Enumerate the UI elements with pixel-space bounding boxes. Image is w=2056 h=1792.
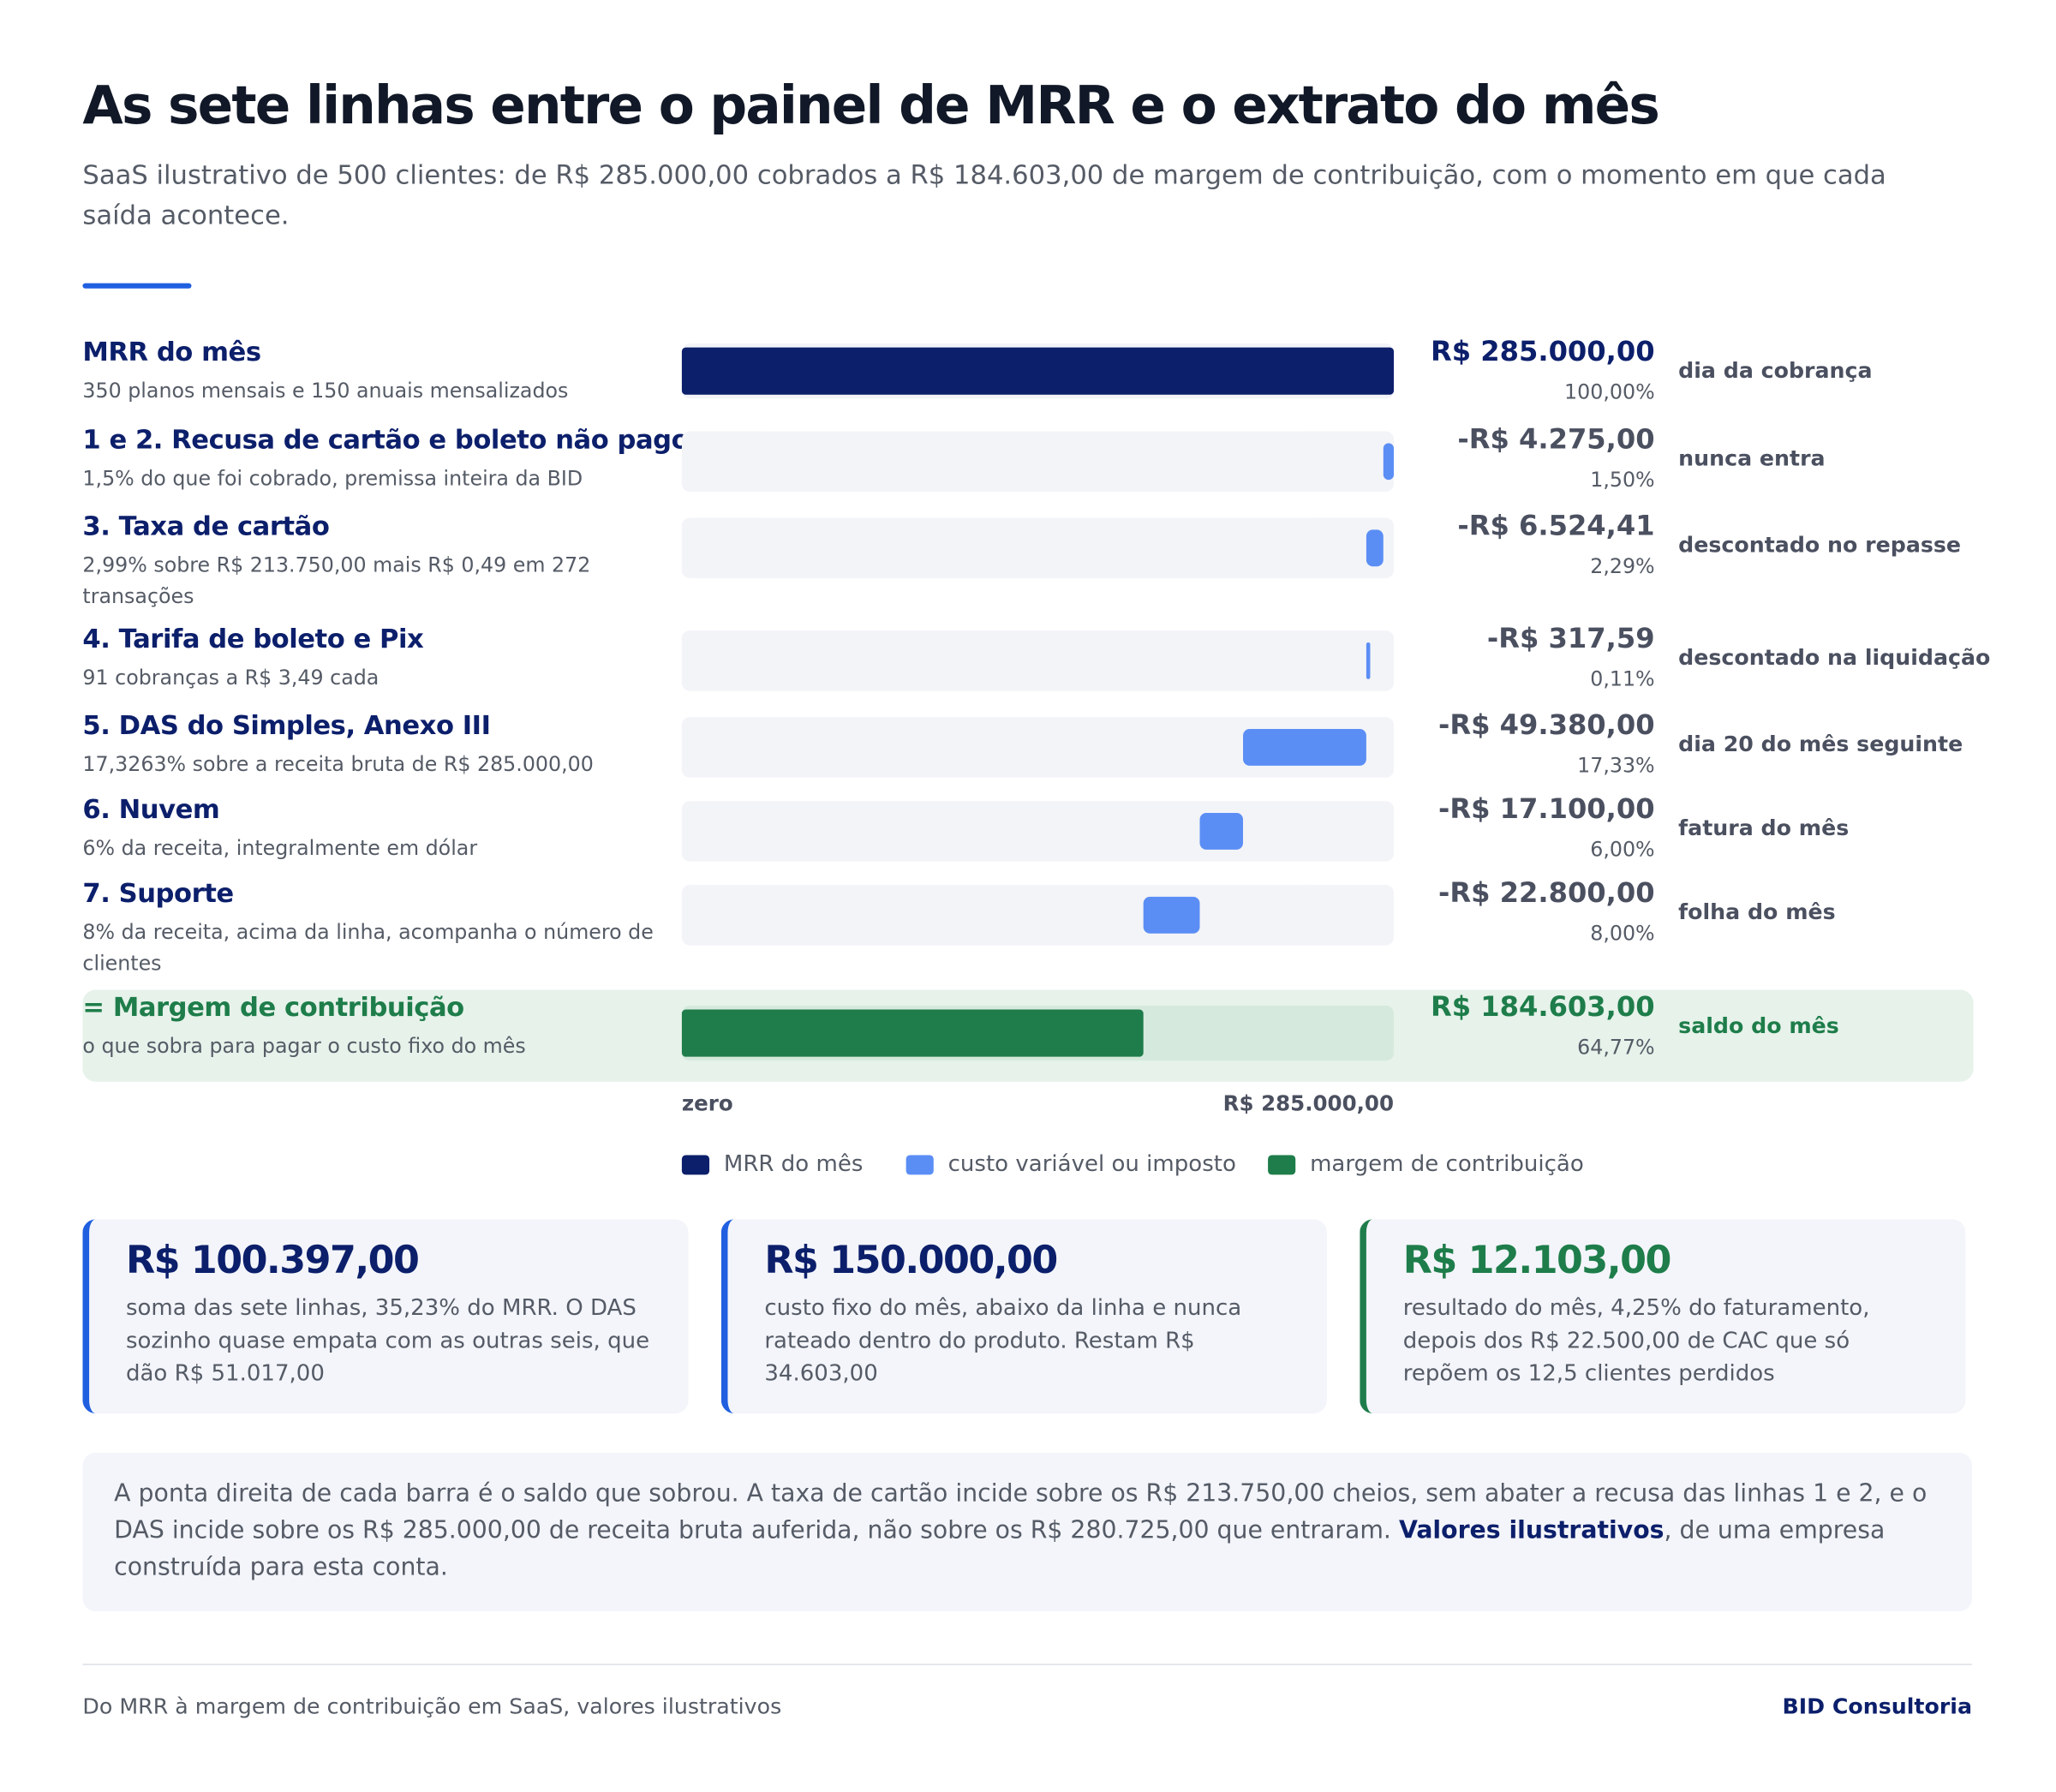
timing-label: descontado no repasse (1678, 532, 1962, 558)
x-tick-label: R$ 285.000,00 (1222, 1090, 1395, 1116)
share-label: 8,00% (1590, 922, 1655, 946)
row-description: 2,99% sobre R$ 213.750,00 mais R$ 0,49 e… (82, 553, 591, 609)
value-label: R$ 184.603,00 (1430, 991, 1655, 1023)
card-value: R$ 100.397,00 (125, 1237, 420, 1282)
share-label: 1,50% (1590, 468, 1655, 492)
footer-brand: BID Consultoria (1782, 1693, 1973, 1719)
share-label: 2,29% (1590, 554, 1655, 578)
card-value: R$ 12.103,00 (1402, 1237, 1672, 1282)
legend-label: margem de contribuição (1310, 1150, 1584, 1178)
legend-label: custo variável ou imposto (947, 1150, 1236, 1178)
x-tick-label: zero (681, 1090, 733, 1116)
share-label: 64,77% (1577, 1036, 1655, 1060)
value-label: -R$ 4.275,00 (1457, 423, 1655, 456)
row-label: 4. Tarifa de boleto e Pix (82, 623, 424, 654)
row-label: MRR do mês (82, 335, 261, 367)
bar (1143, 896, 1200, 934)
row-description: 6% da receita, integralmente em dólar (82, 836, 478, 861)
card-value: R$ 150.000,00 (764, 1237, 1058, 1282)
value-label: R$ 285.000,00 (1430, 335, 1655, 367)
timing-label: fatura do mês (1678, 815, 1850, 841)
row-label: 7. Suporte (82, 876, 234, 909)
bar (681, 347, 1395, 395)
bar (1366, 642, 1371, 679)
value-label: -R$ 17.100,00 (1437, 793, 1655, 825)
value-label: -R$ 49.380,00 (1437, 709, 1655, 741)
stat-card: R$ 150.000,00 custo fixo do mês, abaixo d… (720, 1219, 1327, 1413)
share-label: 0,11% (1590, 667, 1655, 691)
timing-label: nunca entra (1678, 445, 1826, 471)
bar-track (681, 431, 1395, 492)
value-label: -R$ 22.800,00 (1437, 876, 1655, 909)
timing-label: dia 20 do mês seguinte (1678, 732, 1963, 757)
row-description: o que sobra para pagar o custo fixo do m… (82, 1034, 526, 1059)
bar (1199, 812, 1243, 850)
legend-label: MRR do mês (723, 1150, 864, 1178)
row-description: 350 planos mensais e 150 anuais mensaliz… (82, 379, 569, 403)
row-description: 1,5% do que foi cobrado, premissa inteir… (82, 466, 583, 491)
bar-track (681, 630, 1395, 691)
share-label: 17,33% (1577, 754, 1655, 778)
legend-swatch (1268, 1154, 1296, 1174)
row-label: = Margem de contribuição (82, 991, 464, 1023)
accent-line (82, 283, 192, 289)
note: A ponta direita de cada barra é o saldo … (82, 1452, 1973, 1612)
legend-swatch (905, 1154, 934, 1174)
row-description: 8% da receita, acima da linha, acompanha… (82, 920, 654, 976)
timing-label: dia da cobrança (1678, 357, 1873, 383)
bar (1242, 729, 1366, 766)
subtitle: SaaS ilustrativo de 500 clientes: de R$ … (82, 158, 1886, 231)
row-label: 5. DAS do Simples, Anexo III (82, 709, 491, 741)
legend-item: MRR do mês (681, 1150, 864, 1178)
value-label: -R$ 6.524,41 (1457, 510, 1655, 542)
timing-label: saldo do mês (1678, 1013, 1839, 1039)
legend-swatch (681, 1154, 710, 1174)
row-description: 91 cobranças a R$ 3,49 cada (82, 666, 380, 690)
row-label: 3. Taxa de cartão (82, 510, 330, 542)
bar-track (681, 517, 1395, 578)
card-text: soma das sete linhas, 35,23% do MRR. O D… (125, 1295, 650, 1388)
share-label: 6,00% (1590, 838, 1655, 862)
legend-item: margem de contribuição (1268, 1150, 1584, 1178)
share-label: 100,00% (1564, 379, 1655, 404)
card-text: resultado do mês, 4,25% do faturamento, … (1402, 1295, 1870, 1388)
timing-label: descontado na liquidação (1678, 645, 1991, 671)
bar (1366, 529, 1384, 567)
value-label: -R$ 317,59 (1486, 623, 1655, 654)
note-bold: Valores ilustrativos (1398, 1516, 1665, 1545)
bar-track (681, 885, 1395, 946)
card-text: custo fixo do mês, abaixo da linha e nun… (764, 1295, 1242, 1388)
bar (681, 1009, 1144, 1057)
note-text: , de uma empresa construída para esta co… (114, 1516, 1886, 1581)
note-text: A ponta direita de cada barra é o saldo … (114, 1480, 1928, 1545)
legend-item: custo variável ou imposto (905, 1150, 1236, 1178)
stat-card: R$ 12.103,00 resultado do mês, 4,25% do f… (1360, 1219, 1966, 1413)
row-label: 6. Nuvem (82, 793, 220, 825)
row-label: 1 e 2. Recusa de cartão e boleto não pag… (82, 423, 690, 456)
footer-rule (82, 1664, 1973, 1665)
stat-card: R$ 100.397,00 soma das sete linhas, 35,23… (82, 1219, 689, 1413)
footer-source: Do MRR à margem de contribuição em SaaS,… (82, 1693, 782, 1719)
bar-track (681, 801, 1395, 862)
chart-title: As sete linhas entre o painel de MRR e o… (82, 75, 1659, 137)
timing-label: folha do mês (1678, 899, 1836, 925)
row-description: 17,3263% sobre a receita bruta de R$ 285… (82, 752, 594, 777)
bar (1383, 443, 1395, 481)
